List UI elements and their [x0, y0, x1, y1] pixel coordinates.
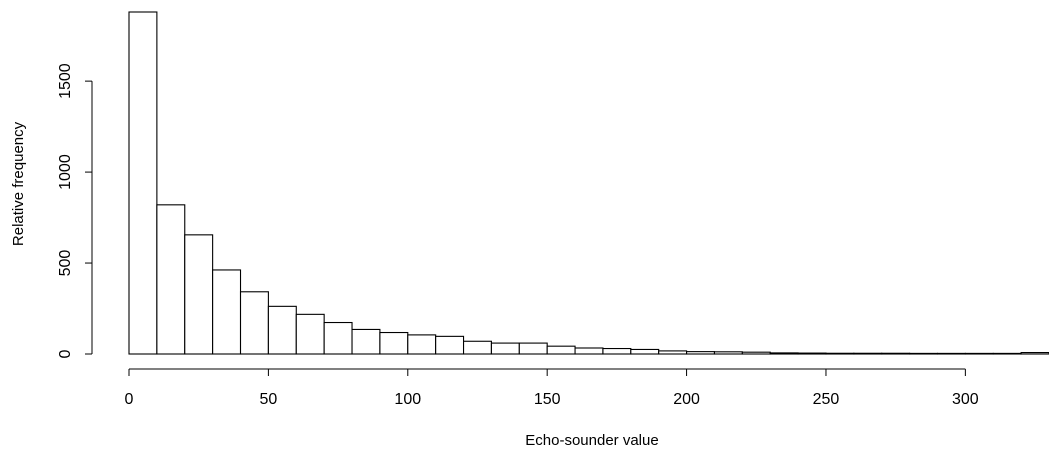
x-tick-label: 250	[813, 391, 840, 408]
x-tick-label: 0	[125, 391, 134, 408]
histogram-bar	[239, 291, 269, 355]
histogram-bar	[630, 348, 660, 355]
histogram-bar	[212, 269, 242, 355]
histogram-bar	[267, 305, 297, 355]
x-tick-label: 300	[952, 391, 979, 408]
histogram-bar	[128, 11, 158, 355]
histogram-bar	[964, 352, 994, 355]
histogram-bar	[853, 352, 883, 355]
histogram-bar	[184, 234, 214, 355]
histogram-bar	[323, 321, 353, 355]
histogram-bar	[156, 204, 186, 355]
y-tick-label: 0	[57, 349, 74, 358]
histogram-bar	[992, 352, 1022, 355]
histogram-bar	[602, 347, 632, 355]
histogram-bar	[546, 345, 576, 355]
histogram-bars	[128, 11, 1049, 355]
x-axis-title: Echo-sounder value	[525, 432, 658, 449]
histogram-bar	[741, 351, 771, 355]
y-tick-label: 1500	[57, 63, 74, 99]
histogram-bar	[769, 352, 799, 355]
histogram-bar	[713, 351, 743, 355]
y-axis: 0 500 1000 1500	[57, 63, 93, 358]
y-tick-label: 1000	[57, 154, 74, 190]
y-axis-title: Relative frequency	[10, 121, 27, 246]
histogram-bar	[407, 334, 437, 355]
x-axis: 0 50 100 150 200 250 300	[125, 368, 979, 408]
histogram-bar	[490, 342, 520, 355]
histogram-bar	[379, 331, 409, 355]
histogram-bar	[462, 340, 492, 355]
histogram-bar	[574, 347, 604, 355]
histogram-bar	[435, 335, 465, 355]
histogram-bar	[518, 342, 548, 355]
histogram-bar	[881, 352, 911, 355]
histogram-bar	[1020, 351, 1049, 355]
histogram-bar	[797, 352, 827, 355]
histogram-bar	[936, 352, 966, 355]
histogram-bar	[658, 350, 688, 355]
histogram-bar	[295, 313, 325, 355]
histogram-bar	[909, 352, 939, 355]
x-tick-label: 150	[534, 391, 561, 408]
x-tick-label: 200	[673, 391, 700, 408]
histogram-bar	[351, 328, 381, 355]
histogram-bar	[686, 351, 716, 355]
y-tick-label: 500	[57, 250, 74, 277]
x-tick-label: 100	[394, 391, 421, 408]
histogram-bar	[825, 352, 855, 355]
x-tick-label: 50	[259, 391, 277, 408]
